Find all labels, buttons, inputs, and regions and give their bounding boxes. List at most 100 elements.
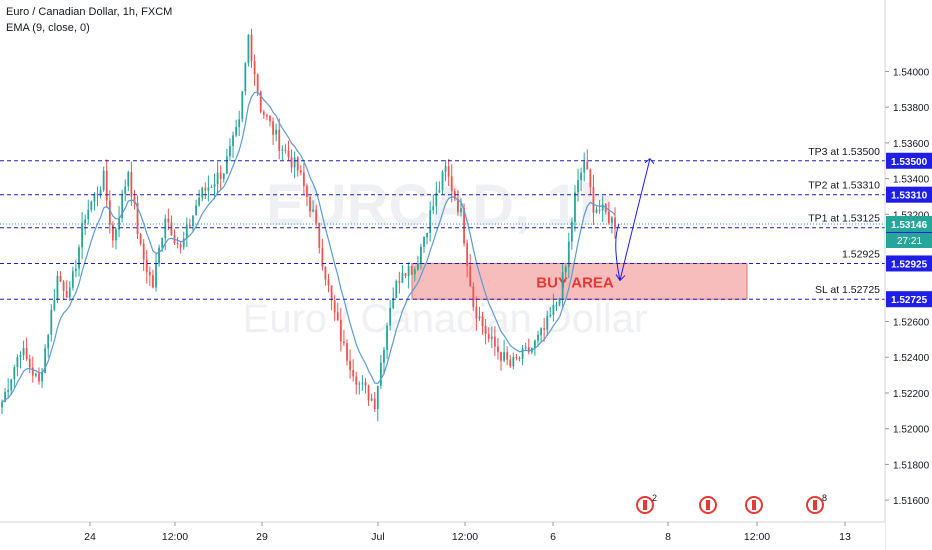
y-tick-label[interactable]: 1.51800 — [893, 460, 930, 471]
candle — [577, 168, 579, 202]
candle-body — [281, 149, 284, 151]
x-tick-label[interactable]: Jul — [371, 531, 384, 543]
candle — [580, 167, 583, 191]
candle-body — [407, 265, 410, 276]
candle-body — [404, 273, 407, 276]
y-tick-label[interactable]: 1.53400 — [893, 175, 930, 186]
x-tick-label[interactable]: 13 — [839, 531, 851, 543]
candle-body — [355, 376, 358, 385]
candle — [352, 359, 355, 382]
candle — [503, 339, 506, 363]
candle — [475, 296, 478, 331]
symbol-title[interactable]: Euro / Canadian Dollar, 1h, FXCM — [6, 6, 173, 18]
candle-body — [22, 348, 25, 356]
candle — [118, 206, 120, 238]
candle-body — [518, 358, 521, 360]
event-flag-icon[interactable] — [745, 496, 763, 514]
candle-body — [570, 222, 573, 242]
indicator-legend[interactable]: EMA (9, close, 0) — [6, 22, 90, 34]
candle-body — [460, 208, 462, 213]
candle-body — [401, 273, 404, 283]
time-axis[interactable]: 24 12:00 29 Jul 12:00 6 8 12:00 13 — [0, 521, 885, 550]
candle — [296, 155, 299, 177]
candle — [96, 186, 99, 207]
y-tick-label[interactable]: 1.53800 — [893, 103, 930, 114]
y-tick-label[interactable]: 1.52400 — [893, 353, 930, 364]
buy-zone-rect — [411, 262, 748, 300]
candle-body — [4, 391, 6, 403]
x-tick-label[interactable]: 12:00 — [162, 531, 188, 543]
candle-body — [580, 172, 583, 181]
level-badge-text[interactable]: 1.52925 — [891, 259, 928, 270]
level-badge-text[interactable]: 1.53310 — [891, 191, 928, 202]
buy-zone: BUY AREA — [411, 262, 748, 300]
candle-body — [589, 169, 592, 187]
x-tick-label[interactable]: 6 — [550, 531, 556, 543]
current-price-text[interactable]: 1.53146 — [891, 220, 928, 231]
level-badge-text[interactable]: 1.53500 — [891, 157, 928, 168]
candle-body — [577, 180, 579, 193]
level-badge-text[interactable]: 1.52725 — [891, 295, 928, 306]
candle — [213, 173, 216, 200]
candle — [204, 182, 207, 199]
y-tick-label[interactable]: 1.52000 — [893, 425, 930, 436]
candle-body — [453, 191, 456, 199]
candle — [179, 241, 182, 254]
y-tick-label[interactable]: 1.53200 — [893, 210, 930, 221]
candle — [84, 214, 87, 235]
y-tick-label[interactable]: 1.52200 — [893, 389, 930, 400]
candle-body — [484, 326, 487, 335]
candle — [398, 271, 401, 294]
candle — [195, 199, 197, 216]
candle — [306, 183, 308, 207]
candle — [87, 199, 90, 225]
level-badge[interactable] — [886, 255, 932, 272]
current-price-badge[interactable] — [886, 215, 932, 232]
candle-body — [133, 196, 136, 204]
candle-body — [309, 196, 311, 212]
countdown-text[interactable]: 27:21 — [897, 236, 922, 247]
y-tick-label[interactable]: 1.52600 — [893, 318, 930, 329]
countdown-badge[interactable] — [886, 232, 932, 248]
x-tick-label[interactable]: 12:00 — [744, 531, 770, 543]
candle — [262, 109, 265, 119]
candle-body — [204, 187, 207, 191]
candle — [404, 273, 407, 279]
price-axis[interactable]: 1.54000 1.53800 1.53600 1.53400 1.53200 1.526… — [884, 0, 932, 550]
level-badge[interactable] — [886, 152, 932, 169]
candle-body — [379, 362, 382, 386]
candle — [493, 326, 496, 356]
event-flag-mark — [706, 500, 710, 510]
x-tick-label[interactable]: 29 — [256, 531, 268, 543]
y-tick-label[interactable]: 1.51600 — [893, 496, 930, 507]
candle-body — [235, 127, 238, 136]
candle-body — [361, 382, 364, 384]
candle — [47, 333, 50, 358]
y-tick-label[interactable]: 1.53600 — [893, 139, 930, 150]
candle — [225, 148, 228, 175]
event-flag-icon[interactable] — [699, 496, 717, 514]
candle — [71, 266, 74, 291]
candle-body — [213, 183, 216, 187]
candle — [429, 201, 432, 242]
candle-body — [139, 234, 142, 244]
event-flag-icon[interactable]: 8 — [806, 493, 827, 514]
candle — [370, 393, 373, 402]
event-flag-icon[interactable]: 2 — [636, 493, 657, 514]
candle-body — [216, 172, 219, 184]
x-tick-label[interactable]: 12:00 — [452, 531, 478, 543]
x-tick-label[interactable]: 24 — [84, 531, 96, 543]
x-tick-label[interactable]: 8 — [665, 531, 671, 543]
candle-body — [75, 268, 77, 272]
candle-body — [392, 298, 395, 308]
level-badge[interactable] — [886, 186, 932, 203]
candle — [235, 119, 238, 138]
candle — [124, 179, 127, 201]
y-tick-label[interactable]: 1.54000 — [893, 67, 930, 78]
candle-body — [383, 349, 385, 363]
level-badge[interactable] — [886, 291, 932, 308]
candle-body — [312, 209, 315, 212]
event-flag-mark — [752, 500, 756, 510]
